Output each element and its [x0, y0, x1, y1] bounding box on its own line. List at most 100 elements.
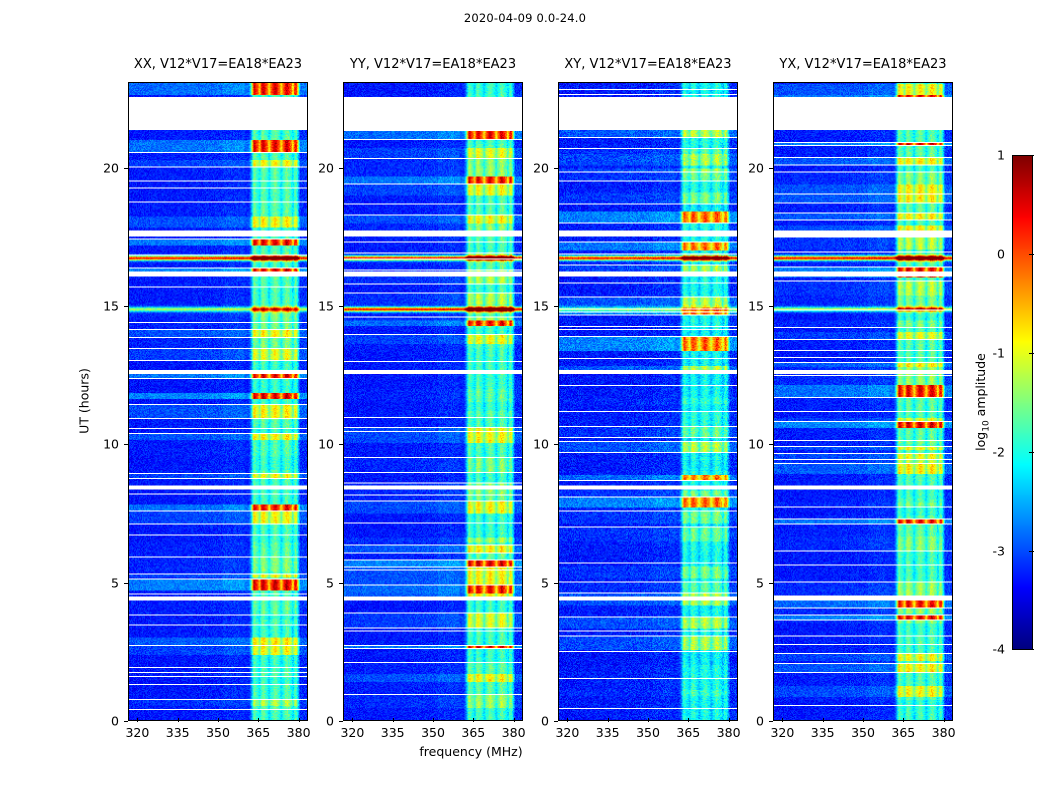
y-axis-tick-label: 15	[748, 298, 764, 314]
y-axis-label: UT (hours)	[76, 368, 92, 434]
colorbar-tick-label: -4	[992, 641, 1005, 657]
x-axis-tick-label: 380	[716, 725, 741, 740]
panel-xx[interactable]: XX, V12*V17=EA18*EA23 320 335 350 365 380 0 5 1…	[103, 57, 310, 740]
x-axis-tick-label: 335	[595, 725, 620, 740]
panel-yy[interactable]: YY, V12*V17=EA18*EA23 320 335 350 365 380 0 5 1…	[318, 57, 525, 740]
y-axis-tick	[554, 444, 558, 446]
y-axis-tick-label: 20	[533, 160, 549, 176]
y-axis-tick-label: 0	[756, 713, 764, 729]
y-axis-tick	[124, 582, 128, 584]
waterfall-axes-yx[interactable]	[773, 82, 953, 721]
x-axis-tick-label: 380	[931, 725, 956, 740]
y-axis-tick-label: 0	[541, 713, 549, 729]
y-axis-tick	[339, 444, 343, 446]
y-axis-tick-label: 10	[103, 436, 119, 452]
colorbar-tick	[1029, 353, 1034, 354]
x-axis-tick	[567, 718, 569, 722]
y-axis-tick	[769, 167, 773, 169]
y-axis-tick	[554, 306, 558, 308]
figure-suptitle: 2020-04-09 0.0-24.0	[463, 11, 587, 25]
y-axis-tick	[554, 721, 558, 722]
x-axis-tick	[688, 718, 690, 722]
panel-title-xx: XX, V12*V17=EA18*EA23	[133, 57, 303, 72]
x-axis-tick	[903, 718, 905, 722]
x-axis-tick	[728, 718, 730, 722]
y-axis-tick	[124, 306, 128, 308]
colorbar-tick	[1029, 254, 1034, 255]
y-axis-tick-label: 10	[533, 436, 549, 452]
waterfall-image-yy	[344, 83, 522, 720]
x-axis-tick-label: 380	[286, 725, 311, 740]
panel-xy[interactable]: XY, V12*V17=EA18*EA23 320 335 350 365 380 0 5 1…	[533, 57, 740, 740]
x-axis-tick-label: 365	[676, 725, 701, 740]
colorbar-tick-label: 1	[997, 147, 1005, 163]
x-axis-tick-label: 335	[380, 725, 405, 740]
y-axis-tick	[554, 582, 558, 584]
y-axis-tick-label: 5	[111, 575, 119, 591]
waterfall-image-xx	[129, 83, 307, 720]
colorbar-tick-label: 0	[997, 246, 1005, 262]
x-axis-tick-label: 320	[770, 725, 795, 740]
x-axis-tick-label: 350	[206, 725, 230, 740]
waterfall-axes-xx[interactable]	[128, 82, 308, 721]
y-axis-tick-label: 0	[326, 713, 334, 729]
x-axis-tick	[137, 718, 139, 722]
x-axis-tick	[218, 718, 219, 722]
colorbar-label: log10 amplitude	[973, 353, 992, 451]
y-axis-tick-label: 10	[748, 436, 764, 452]
waterfall-axes-xy[interactable]	[558, 82, 738, 721]
colorbar-tick	[1029, 155, 1034, 156]
y-axis-tick-label: 20	[318, 160, 334, 176]
y-axis-tick-label: 20	[748, 160, 764, 176]
y-axis-tick	[124, 167, 128, 169]
colorbar[interactable]: 1 0 -1 -2 -3 -4	[993, 148, 1034, 657]
x-axis-tick-label: 350	[421, 725, 445, 740]
y-axis-tick-label: 15	[533, 298, 549, 314]
x-axis-tick	[863, 718, 864, 722]
waterfall-image-xy	[559, 83, 737, 720]
colorbar-label-base: log	[972, 431, 988, 451]
y-axis-tick	[339, 582, 343, 584]
x-axis-tick	[607, 718, 609, 722]
y-axis-tick-label: 10	[318, 436, 334, 452]
colorbar-tick-label: -1	[992, 345, 1005, 361]
y-axis-tick	[339, 721, 343, 722]
x-axis-tick	[782, 718, 784, 722]
x-axis-tick-label: 365	[461, 725, 486, 740]
y-axis-tick	[124, 444, 128, 446]
x-axis-tick-label: 350	[851, 725, 875, 740]
x-axis-tick	[177, 718, 179, 722]
panel-title-xy: XY, V12*V17=EA18*EA23	[564, 57, 732, 72]
x-axis-tick	[298, 718, 300, 722]
y-axis-tick	[769, 444, 773, 446]
y-axis-tick	[339, 306, 343, 308]
panel-title-yy: YY, V12*V17=EA18*EA23	[349, 57, 517, 72]
x-axis-tick-label: 365	[891, 725, 916, 740]
colorbar-tick	[1029, 551, 1034, 552]
x-axis-tick	[433, 718, 434, 722]
colorbar-tick	[1029, 452, 1034, 453]
x-axis-tick	[648, 718, 649, 722]
y-axis-tick	[124, 721, 128, 722]
x-axis-tick-label: 380	[501, 725, 526, 740]
panel-yx[interactable]: YX, V12*V17=EA18*EA23 320 335 350 365 380 0 5 1…	[748, 57, 955, 740]
colorbar-tick-label: -3	[992, 543, 1005, 559]
y-axis-tick	[339, 167, 343, 169]
x-axis-tick	[392, 718, 394, 722]
y-axis-tick-label: 20	[103, 160, 119, 176]
x-axis-tick-label: 320	[125, 725, 150, 740]
y-axis-tick	[769, 721, 773, 722]
x-axis-label: frequency (MHz)	[419, 744, 523, 759]
y-axis-tick	[554, 167, 558, 169]
colorbar-label-tail: amplitude	[972, 353, 988, 421]
y-axis-tick-label: 5	[326, 575, 334, 591]
x-axis-tick-label: 320	[340, 725, 365, 740]
x-axis-tick-label: 365	[246, 725, 271, 740]
colorbar-tick	[1029, 649, 1034, 650]
x-axis-tick	[822, 718, 824, 722]
waterfall-image-yx	[774, 83, 952, 720]
x-axis-tick-label: 335	[810, 725, 835, 740]
y-axis-tick-label: 5	[756, 575, 764, 591]
y-axis-tick-label: 15	[318, 298, 334, 314]
waterfall-axes-yy[interactable]	[343, 82, 523, 721]
